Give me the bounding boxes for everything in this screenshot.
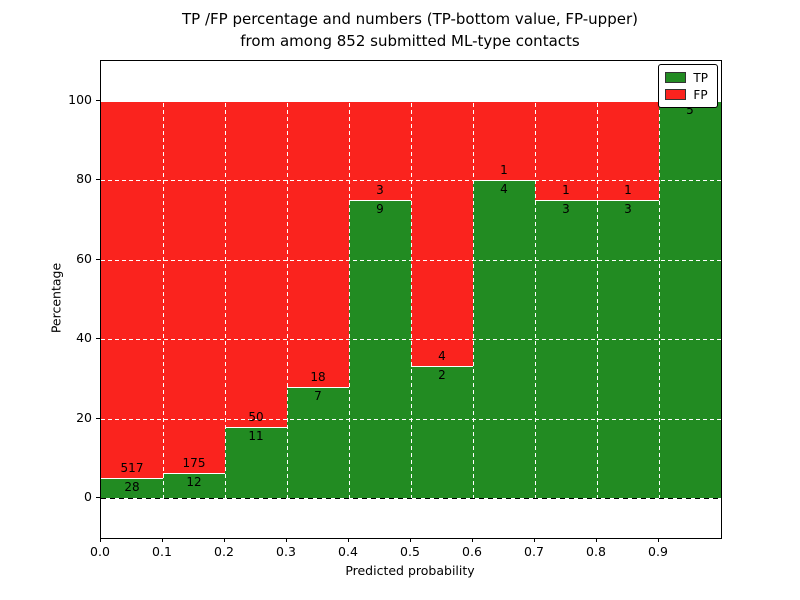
bar-label-tp: 9 (376, 202, 384, 217)
bar-label-tp: 7 (314, 388, 322, 403)
bar-segment-fp (101, 100, 163, 478)
bar-label-tp: 12 (186, 474, 202, 489)
x-tick-label: 0.0 (90, 544, 110, 559)
plot-area: 517 28 175 12 50 11 18 7 3 9 4 2 1 4 1 3 1 3 5 TP FP (100, 60, 722, 539)
x-tick-mark (348, 538, 349, 542)
bar-segment-tp (163, 472, 225, 499)
x-axis-label: Predicted probability (345, 563, 475, 578)
x-tick-label: 0.1 (152, 544, 172, 559)
x-tick-label: 0.6 (462, 544, 482, 559)
zero-gridline (101, 498, 721, 500)
gridline-horizontal (101, 100, 721, 102)
bar-label-tp: 28 (124, 479, 140, 494)
legend-swatch-tp (665, 72, 687, 83)
y-axis-label: Percentage (48, 262, 64, 334)
gridline-vertical (349, 61, 350, 538)
x-tick-mark (534, 538, 535, 542)
y-tick-mark (96, 258, 100, 260)
bar-segment-fp (349, 100, 411, 201)
legend-entry: TP (665, 69, 708, 86)
bar-segment-tp (225, 426, 287, 499)
chart-title-line2: from among 852 submitted ML-type contact… (240, 32, 580, 50)
gridline-vertical (659, 61, 660, 538)
gridline-vertical (535, 61, 536, 538)
bar-label-fp: 4 (438, 348, 446, 363)
x-tick-mark (658, 538, 659, 542)
bar-segment-fp (163, 100, 225, 473)
x-tick-label: 0.2 (214, 544, 234, 559)
gridline-horizontal (101, 339, 721, 341)
y-tick-label: 40 (76, 330, 92, 346)
y-tick-mark (96, 179, 100, 181)
bar-segment-tp (411, 365, 473, 499)
x-tick-mark (100, 538, 101, 542)
bar-label-fp: 1 (562, 183, 570, 198)
bar-label-tp: 3 (624, 202, 632, 217)
gridline-vertical (287, 61, 288, 538)
bar-segment-fp (225, 100, 287, 427)
y-tick-label: 60 (76, 250, 92, 266)
bar-segment-tp (659, 100, 721, 499)
bar-label-fp: 517 (120, 460, 144, 475)
gridline-vertical (163, 61, 164, 538)
bar-segment-tp (101, 477, 163, 499)
gridline-horizontal (101, 418, 721, 420)
gridline-vertical (411, 61, 412, 538)
bar-label-tp: 11 (248, 428, 264, 443)
bar-segment-fp (535, 100, 597, 201)
bar-segment-fp (597, 100, 659, 201)
x-tick-label: 0.7 (524, 544, 544, 559)
x-tick-mark (224, 538, 225, 542)
y-tick-mark (96, 338, 100, 340)
bar-segment-tp (287, 386, 349, 499)
y-tick-label: 20 (76, 409, 92, 425)
chart-title-line1: TP /FP percentage and numbers (TP-bottom… (182, 10, 638, 28)
bar-segment-tp (349, 200, 411, 499)
y-tick-mark (96, 99, 100, 101)
legend-label: TP (693, 70, 708, 85)
x-tick-label: 0.3 (276, 544, 296, 559)
bar-label-fp: 3 (376, 183, 384, 198)
bar-label-fp: 1 (500, 163, 508, 178)
bar-label-tp: 3 (562, 202, 570, 217)
bar-label-tp: 2 (438, 367, 446, 382)
y-tick-mark (96, 417, 100, 419)
x-tick-mark (410, 538, 411, 542)
bar-label-fp: 175 (182, 455, 206, 470)
bar-label-fp: 1 (624, 183, 632, 198)
y-tick-label: 100 (68, 91, 92, 107)
x-tick-mark (286, 538, 287, 542)
gridline-vertical (597, 61, 598, 538)
x-tick-label: 0.4 (338, 544, 358, 559)
gridline-vertical (473, 61, 474, 538)
gridline-horizontal (101, 259, 721, 261)
y-tick-mark (96, 497, 100, 499)
x-tick-mark (472, 538, 473, 542)
bar-label-tp: 5 (686, 102, 694, 117)
x-tick-label: 0.5 (400, 544, 420, 559)
bar-label-fp: 18 (310, 369, 326, 384)
chart-title: TP /FP percentage and numbers (TP-bottom… (100, 8, 720, 52)
bar-label-tp: 4 (500, 182, 508, 197)
bar-segment-fp (287, 100, 349, 387)
x-tick-mark (162, 538, 163, 542)
x-tick-mark (596, 538, 597, 542)
bar-segment-tp (535, 200, 597, 499)
bar-label-fp: 50 (248, 409, 264, 424)
bar-segment-fp (411, 100, 473, 366)
bar-segment-tp (597, 200, 659, 499)
x-tick-label: 0.8 (586, 544, 606, 559)
y-tick-label: 0 (84, 489, 92, 505)
legend: TP FP (658, 64, 718, 108)
legend-swatch-fp (665, 89, 687, 100)
legend-label: FP (693, 87, 708, 102)
gridline-vertical (225, 61, 226, 538)
legend-entry: FP (665, 86, 708, 103)
x-tick-label: 0.9 (648, 544, 668, 559)
gridline-horizontal (101, 180, 721, 182)
y-tick-label: 80 (76, 171, 92, 187)
